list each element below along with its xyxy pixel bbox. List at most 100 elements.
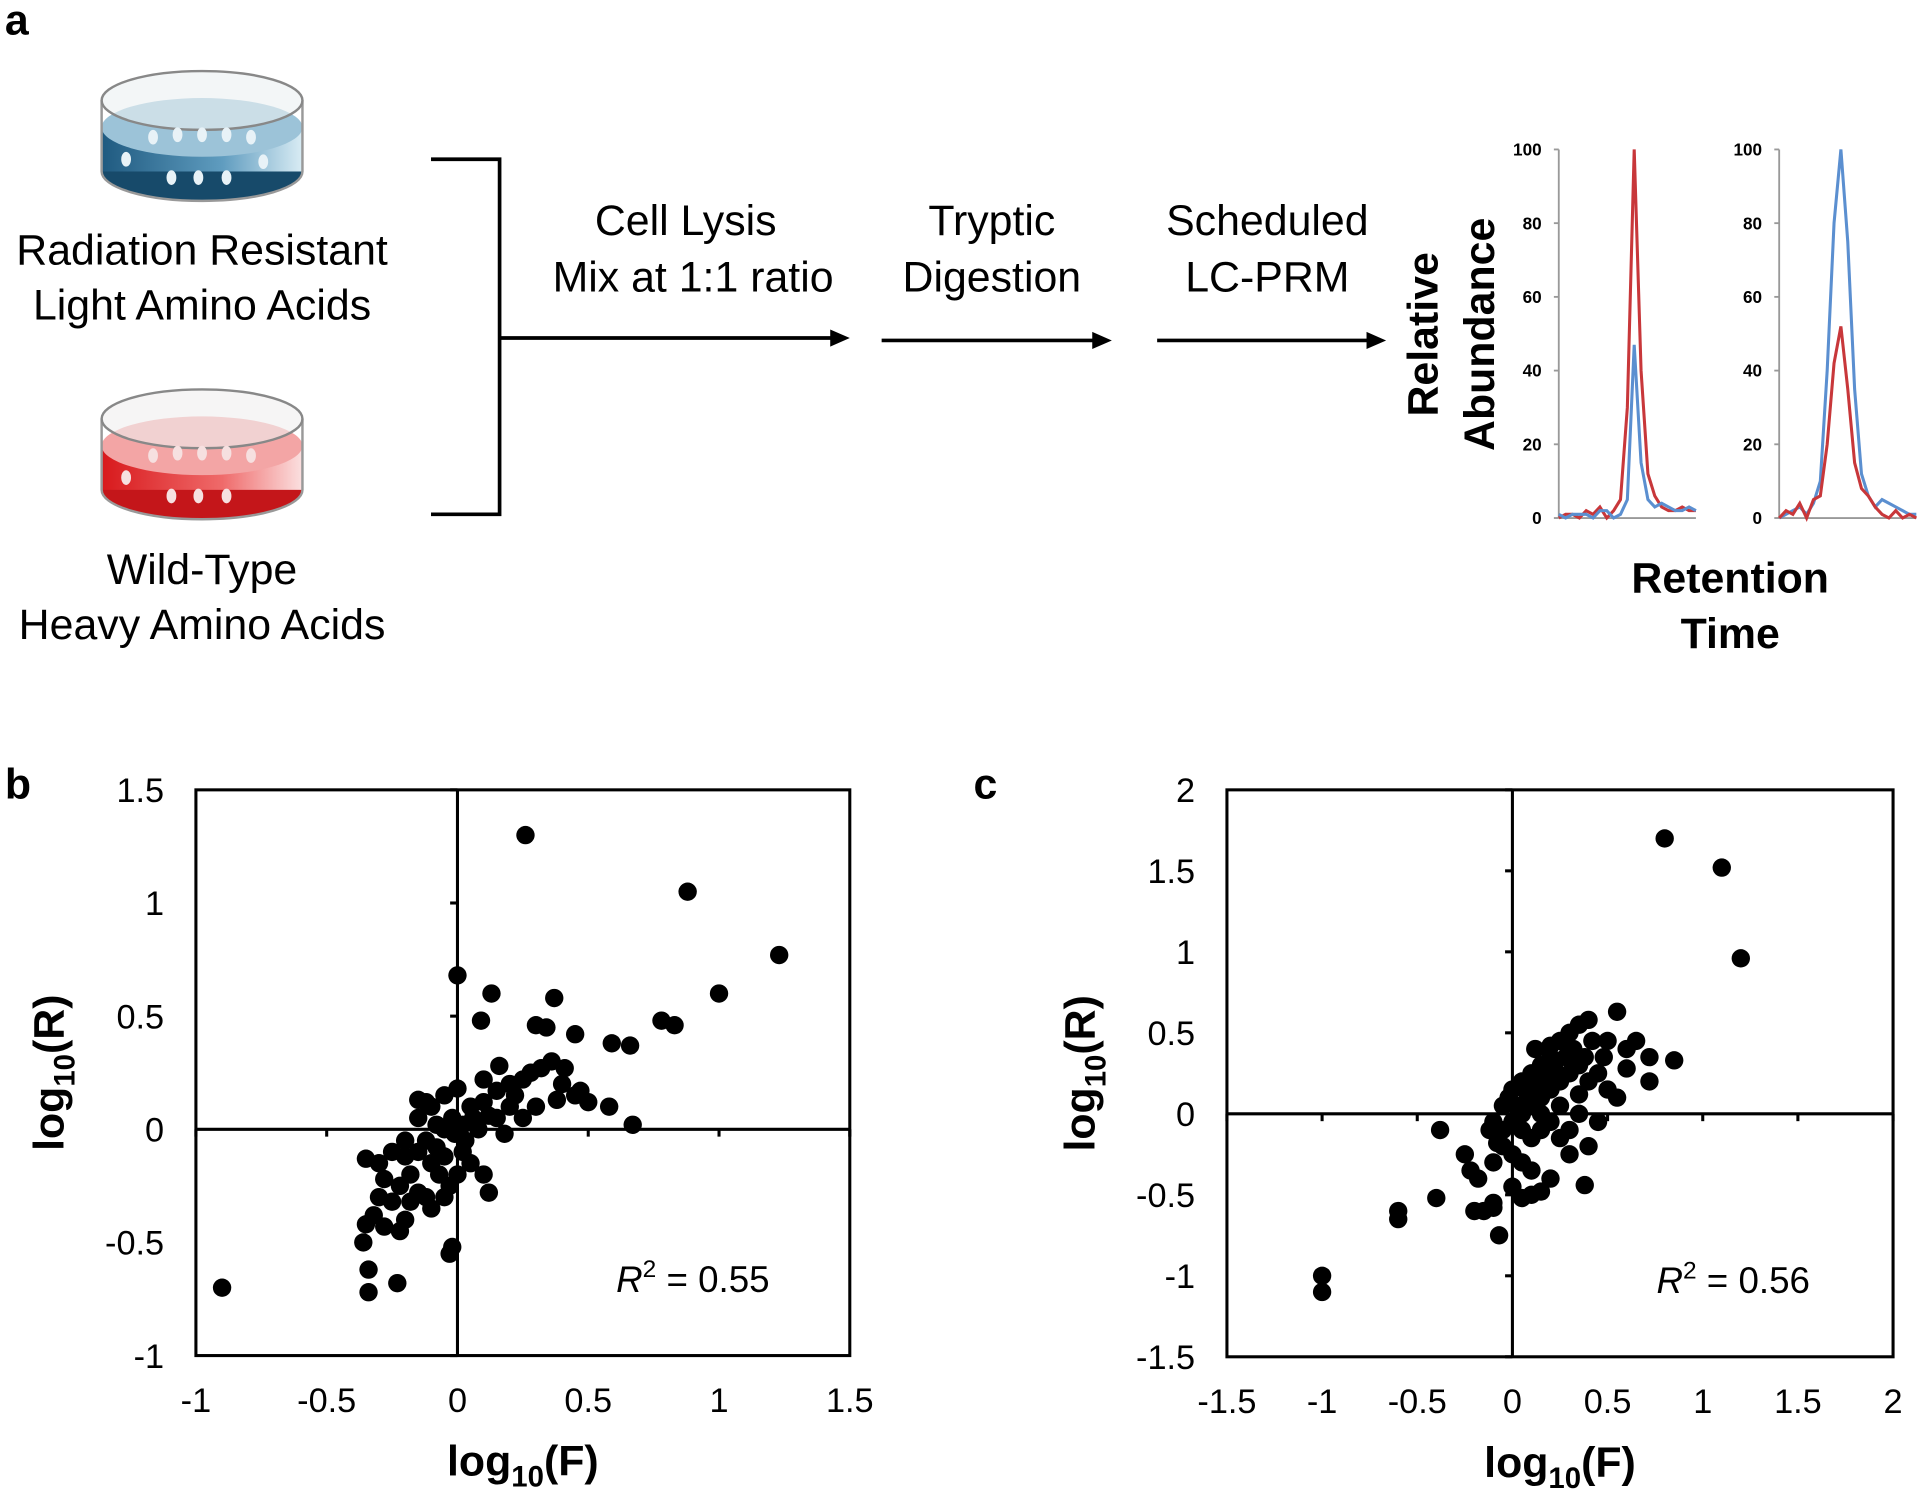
scatter-point <box>390 1176 410 1196</box>
x-tick-label: 0 <box>448 1382 467 1420</box>
scatter-point <box>1455 1145 1475 1164</box>
label-part: log <box>1057 1087 1105 1151</box>
y-tick-label: 20 <box>1743 434 1762 454</box>
scatter-point <box>474 1070 493 1089</box>
scatter-point <box>1531 1104 1551 1124</box>
panel-label: a <box>5 0 30 44</box>
scatter-point <box>490 1056 509 1076</box>
y-axis-label: log10(R) <box>1057 995 1113 1151</box>
annotation-text: = 0.55 <box>656 1259 769 1300</box>
scatter-point <box>1640 1072 1659 1091</box>
label-subscript: 10 <box>511 1461 544 1494</box>
y-tick-label: 1 <box>1176 934 1195 972</box>
x-tick-label: -0.5 <box>297 1382 356 1420</box>
y-tick-label: 40 <box>1523 361 1542 381</box>
scatter-point <box>422 1154 441 1173</box>
scatter-point <box>471 1011 491 1030</box>
scatter-point <box>435 1086 454 1105</box>
scatter-point <box>1588 1112 1608 1132</box>
step-label: LC-PRM <box>1185 253 1349 301</box>
x-tick-label: -1 <box>181 1382 211 1420</box>
y-axis-label: Relative <box>1400 252 1448 416</box>
label-part: log <box>26 1087 74 1151</box>
scatter-point <box>356 1215 376 1234</box>
scatter-point <box>416 1092 436 1112</box>
scatter-point <box>1665 1051 1684 1070</box>
chromatogram-line <box>1558 344 1697 520</box>
scatter-point <box>537 1018 556 1037</box>
scatter-point <box>565 1025 585 1044</box>
plot-frame <box>194 788 852 1358</box>
x-tick-label: 0.5 <box>1584 1383 1632 1421</box>
scatter-point <box>369 1187 389 1207</box>
step-label: Mix at 1:1 ratio <box>553 253 834 301</box>
scatter-point <box>547 1090 567 1110</box>
scatter-point <box>401 1192 420 1211</box>
y-tick-label: 0 <box>1176 1096 1195 1134</box>
scatter-point <box>1579 1137 1598 1156</box>
step-label: Cell Lysis <box>595 197 777 245</box>
x-tick-label: -1.5 <box>1197 1383 1256 1421</box>
scatter-point <box>479 1183 499 1202</box>
scatter-point <box>1430 1120 1450 1140</box>
y-tick-label: 0 <box>1753 508 1763 528</box>
dish-blue <box>100 69 304 203</box>
scatter-point <box>1575 1047 1594 1067</box>
y-tick-label: -0.5 <box>1136 1177 1195 1215</box>
scatter-point <box>571 1081 590 1101</box>
step-label: Digestion <box>903 253 1082 301</box>
scatter-point <box>1655 829 1674 848</box>
label-subscript: 10 <box>49 1054 82 1087</box>
scatter-point <box>1488 1133 1507 1153</box>
annotation-text: = 0.56 <box>1697 1260 1810 1301</box>
scatter-point <box>448 966 467 985</box>
x-axis-label: Time <box>1681 610 1780 658</box>
scatter-point <box>456 1131 475 1150</box>
y-tick-label: -1.5 <box>1136 1339 1195 1377</box>
scatter-point <box>1575 1175 1594 1195</box>
scatter-point <box>382 1142 402 1162</box>
scatter-point <box>1389 1209 1408 1229</box>
x-axis-label: log10(F) <box>1484 1439 1636 1494</box>
x-tick-label: 1.5 <box>1774 1383 1822 1421</box>
scatter-point <box>623 1115 642 1134</box>
scatter-point <box>474 1165 493 1184</box>
scatter-point <box>1312 1282 1332 1302</box>
y-tick-label: 0 <box>145 1112 164 1150</box>
scatter-point <box>354 1233 373 1252</box>
bracket <box>431 157 502 517</box>
sample-label: Radiation Resistant <box>16 227 388 275</box>
scatter-point <box>474 1092 493 1112</box>
label-subscript: 10 <box>1548 1462 1581 1494</box>
scatter-point <box>769 945 789 965</box>
y-tick-label: -1 <box>1165 1258 1195 1296</box>
scatter-point <box>1594 1047 1613 1067</box>
scatter-point <box>435 1187 454 1207</box>
y-tick-label: 1.5 <box>1147 853 1195 891</box>
scatter-point <box>1607 1088 1627 1107</box>
scatter-point <box>1598 1031 1617 1051</box>
scatter-point <box>1526 1039 1545 1059</box>
y-tick-label: 0.5 <box>116 998 164 1036</box>
scatter-point <box>526 1097 546 1116</box>
x-tick-label: 0.5 <box>564 1382 612 1420</box>
scatter-point <box>1560 1145 1579 1164</box>
scatter-point <box>1640 1047 1659 1067</box>
arrows <box>499 329 1387 350</box>
x-tick-label: -1 <box>1307 1383 1337 1421</box>
annotation-exponent: 2 <box>1683 1257 1697 1284</box>
scatter-point <box>1731 949 1750 968</box>
dish-red <box>100 388 304 521</box>
scatter-point <box>516 825 535 845</box>
y-tick-label: 1.5 <box>116 772 164 810</box>
scatter-point <box>602 1034 621 1053</box>
scatter-point <box>427 1115 446 1134</box>
x-axis-label: Retention <box>1631 555 1829 603</box>
panel-label: b <box>5 760 31 808</box>
annotation-exponent: 2 <box>643 1256 657 1283</box>
scatter-point <box>1512 1104 1532 1124</box>
y-tick-label: -0.5 <box>105 1225 164 1263</box>
scatter-point <box>487 1108 506 1128</box>
